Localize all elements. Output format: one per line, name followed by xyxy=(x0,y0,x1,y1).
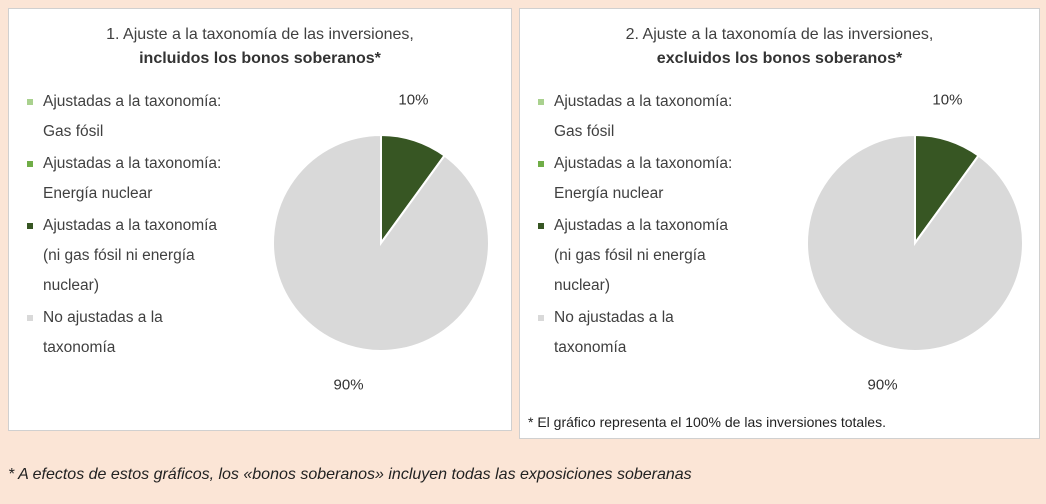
legend-swatch xyxy=(538,315,544,321)
legend-item: Ajustadas a la taxonomía (ni gas fósil n… xyxy=(538,211,738,301)
data-label: 90% xyxy=(868,377,898,394)
legend-label: Ajustadas a la taxonomía: Gas fósil xyxy=(43,93,222,140)
legend-label: Ajustadas a la taxonomía (ni gas fósil n… xyxy=(554,217,729,294)
footnote: * A efectos de estos gráficos, los «bono… xyxy=(8,466,692,483)
legend-item: No ajustadas a la taxonomía xyxy=(27,303,227,363)
legend-swatch xyxy=(538,223,544,229)
legend-swatch xyxy=(27,99,33,105)
legend-item: Ajustadas a la taxonomía: Gas fósil xyxy=(27,87,227,147)
legend-item: No ajustadas a la taxonomía xyxy=(538,303,738,363)
legend-label: Ajustadas a la taxonomía: Gas fósil xyxy=(554,93,733,140)
chart-title: 2. Ajuste a la taxonomía de las inversio… xyxy=(625,26,934,43)
legend-label: Ajustadas a la taxonomía: Energía nuclea… xyxy=(554,155,733,202)
data-label: 90% xyxy=(334,377,364,394)
pie-chart: 10% 90% xyxy=(272,91,490,394)
chart-subtitle: incluidos los bonos soberanos* xyxy=(139,50,381,67)
legend-swatch xyxy=(27,315,33,321)
legend: Ajustadas a la taxonomía: Gas fósil Ajust… xyxy=(27,87,227,363)
legend-item: Ajustadas a la taxonomía: Gas fósil xyxy=(538,87,738,147)
legend: Ajustadas a la taxonomía: Gas fósil Ajust… xyxy=(538,87,738,363)
legend-label: Ajustadas a la taxonomía: Energía nuclea… xyxy=(43,155,222,202)
chart-title: 1. Ajuste a la taxonomía de las inversio… xyxy=(106,26,414,43)
legend-swatch xyxy=(27,223,33,229)
legend-label: No ajustadas a la taxonomía xyxy=(43,309,163,356)
legend-swatch xyxy=(538,99,544,105)
legend-item: Ajustadas a la taxonomía: Energía nuclea… xyxy=(538,149,738,209)
legend-swatch xyxy=(538,161,544,167)
data-label: 10% xyxy=(932,91,962,108)
chart-panel: 1. Ajuste a la taxonomía de las inversio… xyxy=(8,8,512,431)
pie-slice xyxy=(272,133,490,352)
chart-note: * El gráfico representa el 100% de las i… xyxy=(528,414,886,430)
pie-chart: 10% 90% xyxy=(806,91,1024,394)
pie-slice xyxy=(806,133,1024,352)
data-label: 10% xyxy=(398,91,428,108)
chart-subtitle: excluidos los bonos soberanos* xyxy=(656,50,903,67)
legend-swatch xyxy=(27,161,33,167)
chart-panel: 2. Ajuste a la taxonomía de las inversio… xyxy=(519,8,1040,439)
legend-item: Ajustadas a la taxonomía: Energía nuclea… xyxy=(27,149,227,209)
legend-label: No ajustadas a la taxonomía xyxy=(554,309,674,356)
legend-label: Ajustadas a la taxonomía (ni gas fósil n… xyxy=(43,217,218,294)
legend-item: Ajustadas a la taxonomía (ni gas fósil n… xyxy=(27,211,227,301)
